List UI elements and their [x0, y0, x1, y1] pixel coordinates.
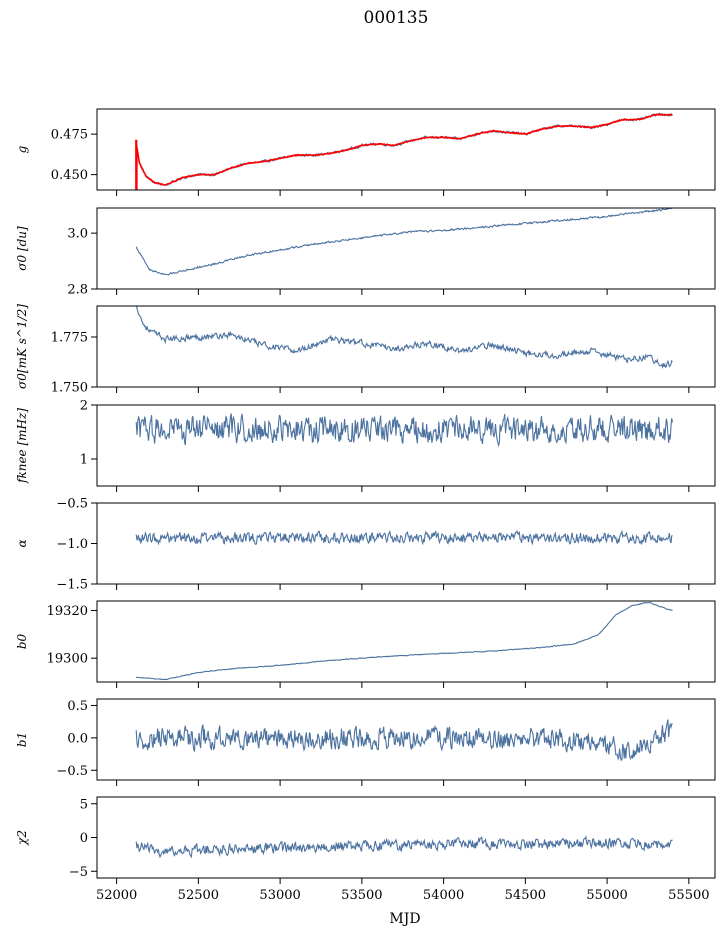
y-tick-label: 5 — [80, 797, 88, 812]
x-axis-label: MJD — [389, 911, 420, 927]
highlight-line-g — [135, 113, 673, 186]
panel-sigma0-thermal: 1.750 1.775 σ0[mK s^1/2] — [15, 304, 716, 396]
y-tick-label: 19320 — [47, 604, 88, 619]
series-line-sigma0-thermal — [136, 306, 673, 369]
axes-frame — [96, 207, 716, 290]
panel-chi2: −5 0 5 52000 52500 53000 53500 54000 54500 55000 5… — [15, 796, 716, 903]
y-tick-label: 0.5 — [67, 699, 88, 714]
y-tick-label: 0.0 — [67, 731, 88, 746]
panels: 0.450 0.475 g 2.8 3.0 σ0 [du] 1.750 1.775 σ0[mK … — [15, 108, 716, 903]
y-axis-label: χ2 — [15, 830, 29, 846]
y-tick-label: −1.0 — [56, 537, 88, 552]
y-axis-label: α — [15, 539, 29, 547]
axes-frame — [96, 305, 716, 388]
y-tick-label: 2.8 — [67, 283, 88, 298]
series-line-sigma0 — [135, 208, 673, 276]
series-line-fknee — [135, 413, 674, 448]
axes-frame — [96, 796, 716, 879]
series-line-b0 — [135, 601, 673, 681]
y-tick-label: 3.0 — [67, 227, 88, 242]
y-axis-label: b0 — [15, 633, 29, 649]
figure-title: 000135 — [364, 8, 429, 28]
y-axis-label: g — [15, 145, 29, 153]
panel-b1: −0.5 0.0 0.5 b1 — [15, 698, 716, 786]
series-line-alpha — [135, 529, 673, 546]
y-axis-label: σ0[mK s^1/2] — [15, 304, 29, 389]
y-tick-label: 1.750 — [51, 381, 88, 396]
x-tick-label: 53000 — [259, 888, 300, 903]
y-tick-label: 1.775 — [51, 331, 88, 346]
y-axis-label: b1 — [15, 732, 29, 747]
axes-frame — [96, 108, 716, 191]
y-tick-label: 0 — [80, 831, 88, 846]
x-tick-label: 55500 — [668, 888, 709, 903]
axes-frame — [96, 600, 716, 683]
y-tick-label: 0.475 — [51, 128, 88, 143]
y-tick-label: −0.5 — [56, 764, 88, 779]
axes-frame — [96, 698, 716, 781]
x-tick-label: 52500 — [178, 888, 219, 903]
panel-g: 0.450 0.475 g — [15, 108, 716, 196]
x-tick-label: 54000 — [423, 888, 464, 903]
y-tick-label: 1 — [80, 453, 88, 468]
panel-b0: 19300 19320 b0 — [15, 600, 716, 688]
y-tick-label: 0.450 — [51, 168, 88, 183]
axes-frame — [96, 404, 716, 487]
panel-fknee: 1 2 fknee [mHz] — [15, 399, 716, 492]
x-tick-label: 54500 — [505, 888, 546, 903]
series-line-chi2 — [135, 834, 673, 859]
x-tick-label: 55000 — [586, 888, 627, 903]
x-tick-label: 53500 — [341, 888, 382, 903]
y-tick-label: 2 — [80, 399, 88, 414]
x-tick-label: 52000 — [96, 888, 137, 903]
y-tick-label: −1.5 — [56, 578, 88, 593]
panel-sigma0: 2.8 3.0 σ0 [du] — [15, 207, 716, 298]
y-tick-label: 19300 — [47, 652, 88, 667]
series-line-b1 — [135, 719, 673, 762]
panel-alpha: −1.5 −1.0 −0.5 α — [15, 497, 716, 593]
y-axis-label: σ0 [du] — [15, 226, 29, 271]
y-tick-label: −5 — [69, 865, 88, 880]
y-axis-label: fknee [mHz] — [15, 408, 29, 484]
axes-frame — [96, 502, 716, 585]
y-tick-label: −0.5 — [56, 497, 88, 512]
